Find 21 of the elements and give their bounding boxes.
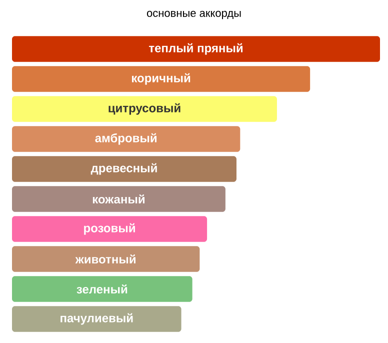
chart-title: основные аккорды — [146, 10, 241, 20]
y-tick-label: коричный — [132, 73, 190, 85]
y-tick-label: древесный — [90, 163, 157, 175]
y-tick-label: розовый — [84, 223, 135, 235]
bar — [12, 276, 192, 302]
y-tick-label: животный — [75, 254, 136, 264]
y-tick-label: теплый пряный — [149, 43, 243, 55]
bar — [12, 306, 182, 332]
bar — [12, 186, 226, 212]
bar — [12, 156, 236, 182]
bar — [12, 96, 277, 122]
bar — [12, 246, 200, 272]
bar — [12, 36, 380, 62]
y-tick-label: зеленый — [76, 284, 128, 294]
bar — [12, 126, 240, 152]
y-tick-label: кожаный — [92, 194, 144, 204]
bar — [12, 66, 310, 92]
y-tick-label: амбровый — [95, 133, 156, 145]
bar — [12, 216, 208, 242]
y-tick-label: пачулиевый — [60, 313, 133, 325]
y-tick-label: цитрусовый — [108, 103, 180, 115]
